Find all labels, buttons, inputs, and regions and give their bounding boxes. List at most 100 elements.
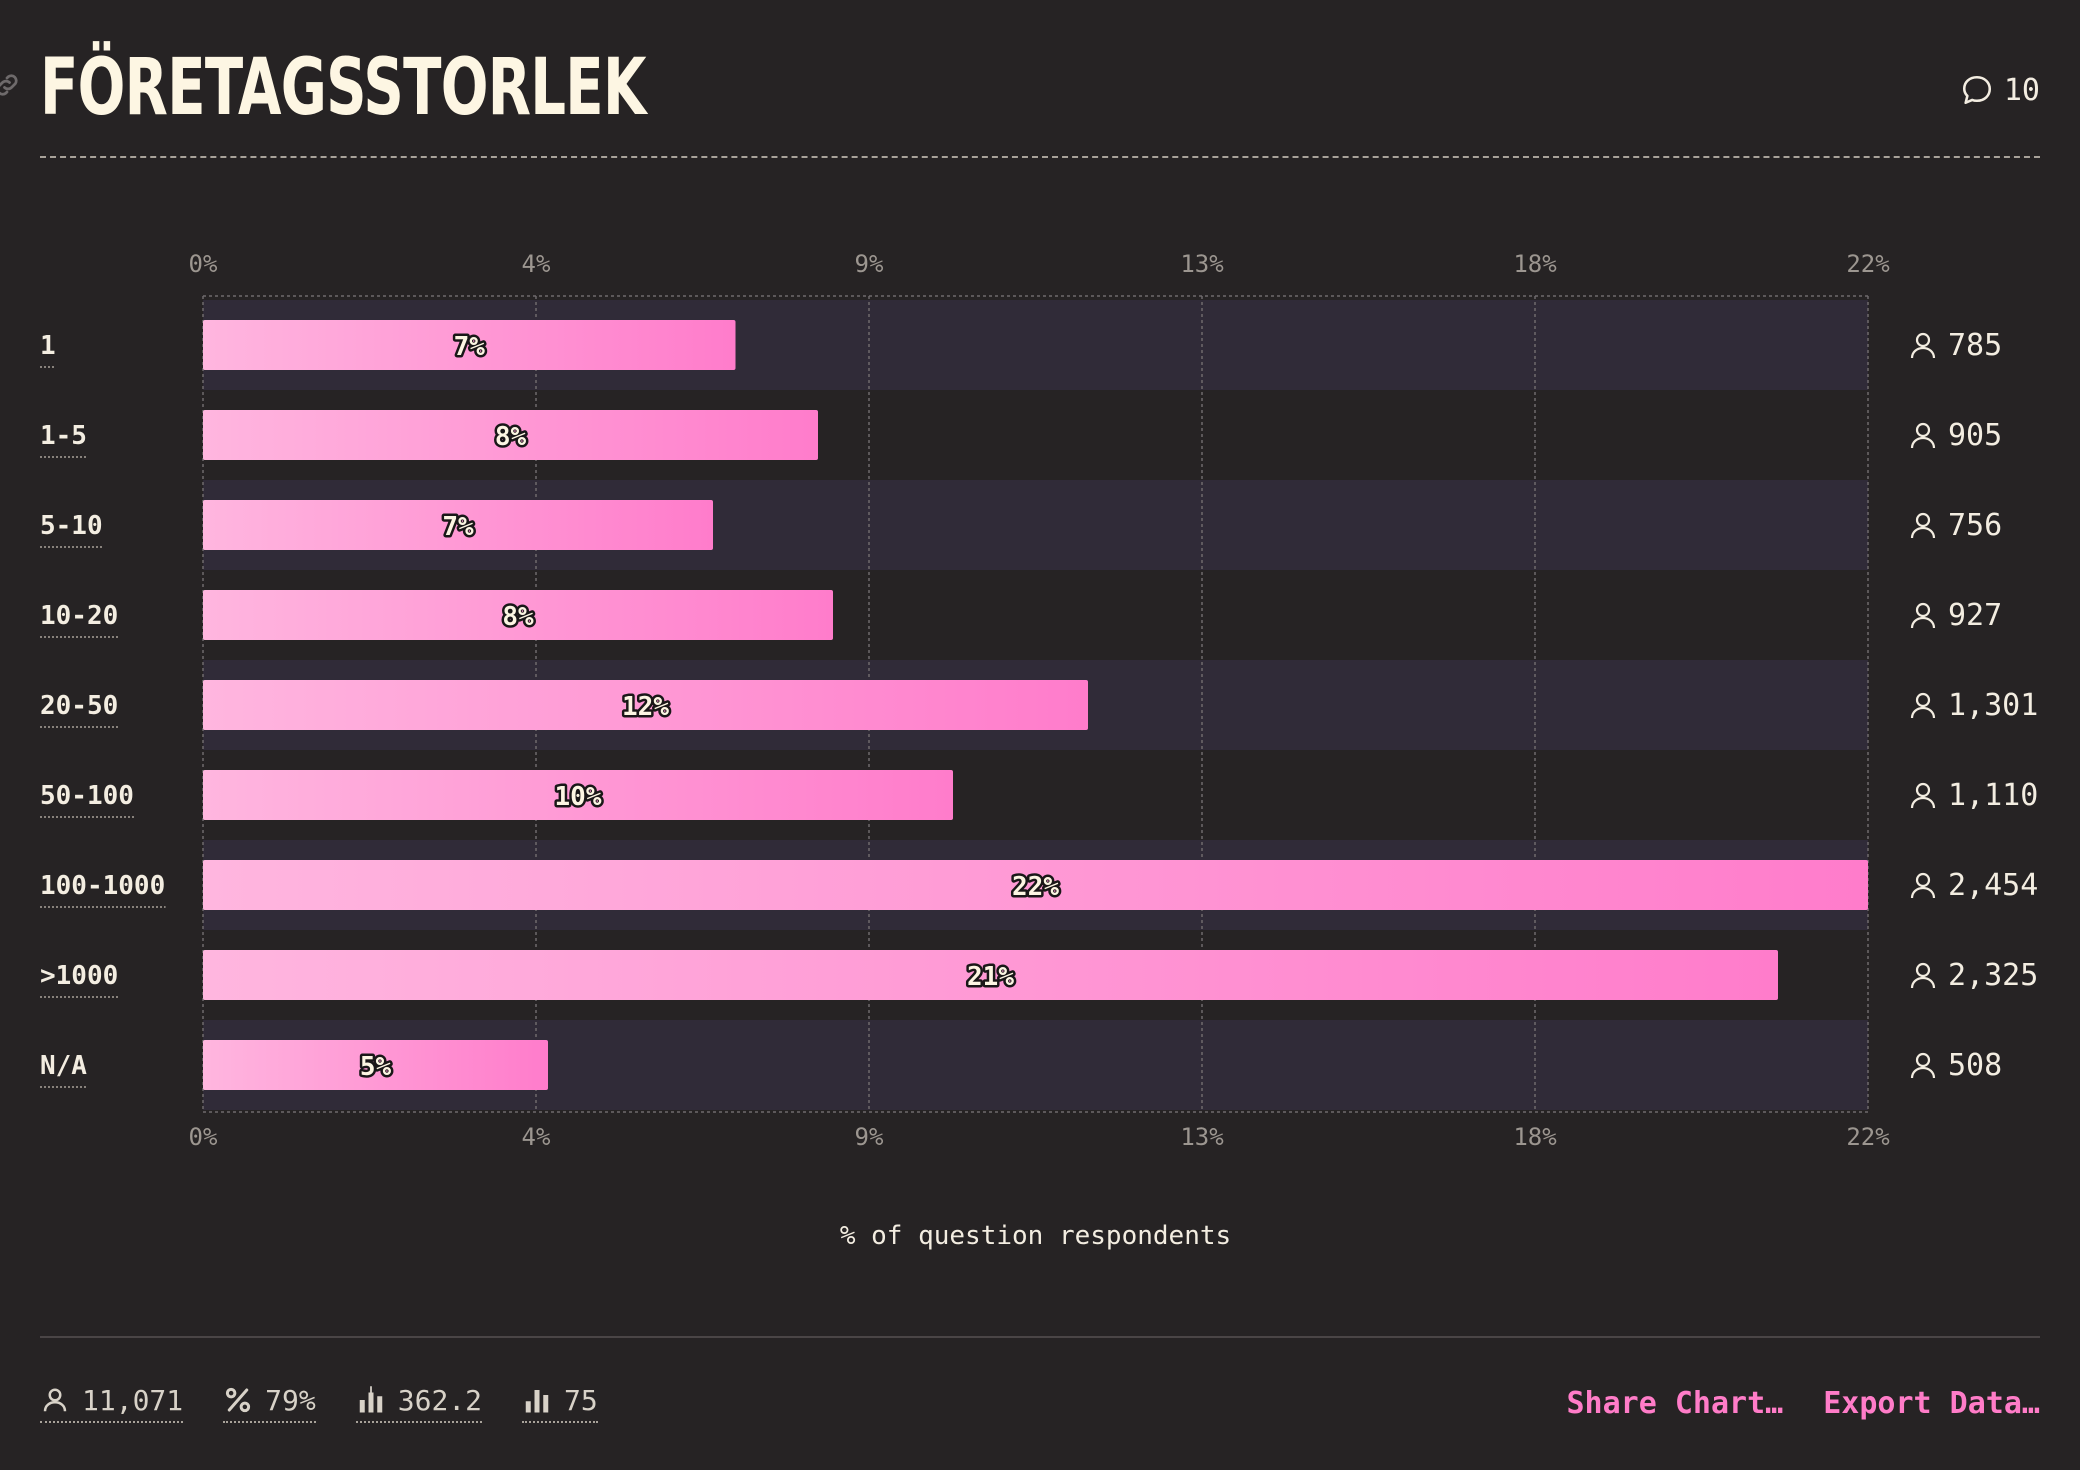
x-axis-title: % of question respondents <box>840 1221 1231 1251</box>
respondent-count: 905 <box>1948 418 2002 453</box>
tick-label-bottom: 22% <box>1846 1123 1890 1151</box>
user-icon-head <box>1915 782 1931 798</box>
user-icon-body <box>1910 976 1936 989</box>
category-label[interactable]: 5-10 <box>40 511 103 541</box>
user-icon-head <box>1915 1052 1931 1068</box>
user-icon-body <box>1910 346 1936 359</box>
category-label[interactable]: 1 <box>40 331 56 361</box>
user-icon <box>1910 782 1936 809</box>
bar-value-label: 7% <box>442 512 474 542</box>
bar-value-label: 5% <box>360 1052 392 1082</box>
bar[interactable] <box>203 770 953 820</box>
user-icon <box>1910 332 1936 359</box>
stat-median-value: 75 <box>564 1383 598 1417</box>
category-label[interactable]: >1000 <box>40 961 118 991</box>
user-icon-head <box>1915 332 1931 348</box>
export-data-button[interactable]: Export Data… <box>1823 1385 2040 1421</box>
stats-bar: 11,071 79% 362.2 75 <box>40 1380 598 1426</box>
bar[interactable] <box>203 680 1088 730</box>
comment-icon <box>1962 75 1991 105</box>
tick-label-bottom: 9% <box>855 1123 884 1151</box>
respondent-count: 927 <box>1948 598 2002 633</box>
tick-label-bottom: 4% <box>522 1123 551 1151</box>
tick-label-top: 22% <box>1846 250 1890 278</box>
category-label[interactable]: 10-20 <box>40 601 118 631</box>
bar[interactable] <box>203 1040 548 1090</box>
comments-button[interactable]: 10 <box>1960 68 2040 112</box>
user-icon <box>1910 962 1936 989</box>
category-label[interactable]: 50-100 <box>40 781 134 811</box>
user-icon <box>43 1388 67 1412</box>
respondent-count: 1,110 <box>1948 778 2038 813</box>
bar[interactable] <box>203 410 818 460</box>
tick-label-top: 4% <box>522 250 551 278</box>
tick-label-bottom: 0% <box>189 1123 218 1151</box>
bar[interactable] <box>203 950 1778 1000</box>
chart-actions: Share Chart… Export Data… <box>1567 1380 2041 1426</box>
category-label[interactable]: 100-1000 <box>40 871 165 901</box>
page-title: FÖRETAGSSTORLEK <box>40 43 646 133</box>
bar[interactable] <box>203 500 713 550</box>
category-label[interactable]: 20-50 <box>40 691 118 721</box>
bar-value-label: 22% <box>1012 872 1059 902</box>
user-icon <box>1910 512 1936 539</box>
bar-value-label: 10% <box>555 782 602 812</box>
tick-label-top: 13% <box>1180 250 1224 278</box>
user-icon-head <box>1915 692 1931 708</box>
bar-value-label: 21% <box>967 962 1014 992</box>
stat-average-value: 362.2 <box>397 1383 483 1417</box>
bar-value-label: 8% <box>495 422 527 452</box>
tick-label-top: 0% <box>189 250 218 278</box>
user-icon-body <box>1910 1066 1936 1079</box>
tick-label-bottom: 13% <box>1180 1123 1224 1151</box>
user-icon <box>1910 692 1936 719</box>
comment-count: 10 <box>2003 72 2040 108</box>
footer-divider <box>40 1336 2040 1338</box>
user-icon-head <box>1915 962 1931 978</box>
respondent-count: 2,325 <box>1948 958 2038 993</box>
bar[interactable] <box>203 860 1868 910</box>
user-icon-body <box>1910 526 1936 539</box>
link-icon[interactable] <box>0 70 22 100</box>
user-icon <box>1910 422 1936 449</box>
respondent-count: 756 <box>1948 508 2002 543</box>
respondent-count: 785 <box>1948 328 2002 363</box>
stat-respondents[interactable]: 11,071 <box>40 1383 184 1423</box>
tick-label-top: 9% <box>855 250 884 278</box>
user-icon-head <box>1915 512 1931 528</box>
bar-value-label: 8% <box>502 602 534 632</box>
category-label[interactable]: 1-5 <box>40 421 87 451</box>
user-icon <box>1910 872 1936 899</box>
bar-value-label: 7% <box>454 332 486 362</box>
average-icon <box>359 1386 382 1413</box>
bar-chart: 0% 0% 4% 4% 9% 9% 13% 13% 18% 18% 22% 22% 7% 1 785 8% 1-… <box>40 250 2038 1251</box>
respondent-count: 2,454 <box>1948 868 2038 903</box>
bar-value-label: 12% <box>622 692 669 722</box>
tick-label-top: 18% <box>1513 250 1557 278</box>
share-chart-button[interactable]: Share Chart… <box>1566 1385 1784 1421</box>
user-icon-body <box>1910 616 1936 629</box>
median-icon <box>525 1390 549 1413</box>
user-icon-body <box>1910 706 1936 719</box>
user-icon-body <box>1910 436 1936 449</box>
tick-label-bottom: 18% <box>1513 1123 1557 1151</box>
user-icon-head <box>1915 422 1931 438</box>
user-icon <box>1910 1052 1936 1079</box>
user-icon-body <box>1910 886 1936 899</box>
respondent-count: 1,301 <box>1948 688 2038 723</box>
stat-median[interactable]: 75 <box>522 1384 598 1423</box>
category-label[interactable]: N/A <box>40 1051 87 1081</box>
user-icon-head <box>1915 602 1931 618</box>
header-divider <box>40 156 2040 158</box>
bar[interactable] <box>203 320 736 370</box>
bar[interactable] <box>203 590 833 640</box>
stat-respondents-value: 11,071 <box>82 1383 184 1417</box>
user-icon <box>1910 602 1936 629</box>
stat-percent-value: 79% <box>265 1383 316 1417</box>
user-icon-head <box>1915 872 1931 888</box>
stat-percent[interactable]: 79% <box>223 1384 316 1423</box>
stat-average[interactable]: 362.2 <box>355 1383 483 1423</box>
percent-icon <box>226 1387 251 1413</box>
user-icon-body <box>1910 796 1936 809</box>
respondent-count: 508 <box>1948 1048 2002 1083</box>
